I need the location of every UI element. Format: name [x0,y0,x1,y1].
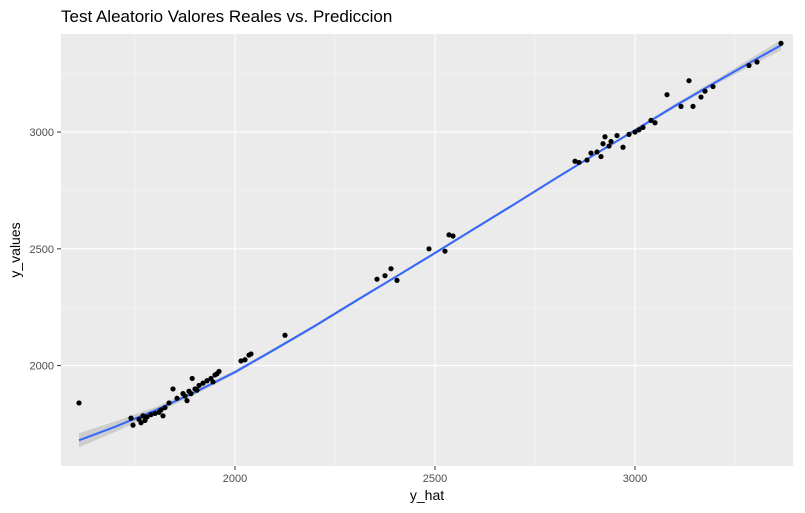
data-point [620,144,626,150]
data-point [598,153,604,160]
data-point [182,393,188,399]
x-axis: 2000 2500 3000 [223,466,647,485]
data-point [778,40,784,46]
data-point [248,351,254,357]
data-point [702,88,708,94]
data-point [166,400,172,406]
data-point [374,276,380,282]
data-point [144,414,150,420]
x-axis-title: y_hat [410,487,444,503]
x-tick-label: 2000 [223,473,247,485]
data-point [140,413,146,419]
data-point [632,129,638,135]
chart-title: Test Aleatorio Valores Reales vs. Predic… [61,7,392,26]
data-point [394,277,400,283]
data-point [130,422,136,428]
data-point [174,395,180,401]
minor-gridlines [61,34,793,466]
data-point [188,391,194,397]
data-point [194,387,200,393]
data-point [614,132,620,139]
data-point [606,143,612,149]
data-point [754,59,760,65]
data-point [626,131,632,138]
data-point [652,120,658,126]
data-point [678,103,684,109]
data-point [388,266,394,272]
data-point [584,157,590,163]
smooth-line [78,44,782,442]
data-point [640,124,646,131]
data-point [238,358,244,364]
data-point [170,386,176,392]
major-gridlines [61,34,793,466]
data-point [602,134,608,140]
y-axis-title: y_values [7,222,23,277]
data-point [710,83,716,90]
data-point [282,332,288,338]
data-point [426,246,432,252]
data-point [128,415,134,421]
data-point [216,368,222,375]
data-point [162,405,168,411]
data-point [160,413,166,419]
data-point [636,127,642,133]
data-point [138,420,144,426]
data-point [600,141,606,147]
y-tick-label: 2000 [30,361,54,373]
x-tick-label: 2500 [423,473,447,485]
data-point [690,103,696,109]
data-point [698,94,704,100]
data-point [189,375,195,382]
data-point [204,378,210,384]
data-point [158,407,164,413]
data-point [576,159,582,166]
data-point [608,138,614,145]
data-point [588,150,594,156]
data-point [184,398,190,404]
data-point [446,232,452,238]
data-point [76,400,82,406]
data-point [450,233,456,239]
data-point [242,357,248,363]
data-point [382,273,388,279]
data-point [746,62,752,69]
data-point [210,379,216,385]
data-point [572,158,578,164]
y-tick-label: 2500 [30,244,54,256]
data-point [152,410,158,417]
data-point [594,149,600,155]
data-point [648,117,654,123]
y-tick-label: 3000 [30,127,54,139]
data-point [442,248,448,254]
data-points [76,40,784,428]
data-point [148,412,154,418]
data-point [196,382,202,389]
x-tick-label: 3000 [623,473,647,485]
y-axis: 2000 2500 3000 [30,127,61,373]
data-point [664,92,670,98]
data-point [686,78,692,84]
data-point [200,380,206,386]
